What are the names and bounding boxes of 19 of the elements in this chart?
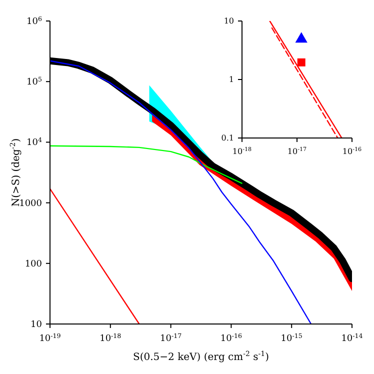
x-tick-label: 10$^{-16}$ [220, 332, 242, 344]
y-tick-label: 1 [228, 75, 234, 84]
y-tick-label: 10 [30, 320, 42, 330]
x-tick-label: 10$^{-17}$ [287, 146, 308, 156]
y-tick-label: 0.1 [221, 134, 234, 143]
y-tick-label: 100 [24, 259, 42, 270]
y-tick-label: 10 [224, 16, 234, 26]
x-tick-label: 10$^{-16}$ [342, 146, 362, 156]
x-axis-title: S(0.5−2 keV) (erg cm$^{-2}$ s$^{-1}$) [133, 350, 270, 363]
y-tick-label: 10$^{6}$ [26, 16, 42, 27]
x-tick-label: 10$^{-19}$ [39, 332, 61, 344]
x-tick-label: 10$^{-15}$ [280, 332, 302, 344]
y-tick-label: 10$^{5}$ [26, 76, 42, 88]
y-tick-label: 10$^{4}$ [26, 136, 42, 148]
x-tick-label: 10$^{-14}$ [341, 332, 363, 344]
x-tick-label: 10$^{-18}$ [100, 332, 122, 344]
x-tick-label: 10$^{-17}$ [160, 332, 182, 344]
y-tick-label: 1000 [19, 198, 42, 209]
x-tick-label: 10$^{-18}$ [232, 146, 252, 156]
